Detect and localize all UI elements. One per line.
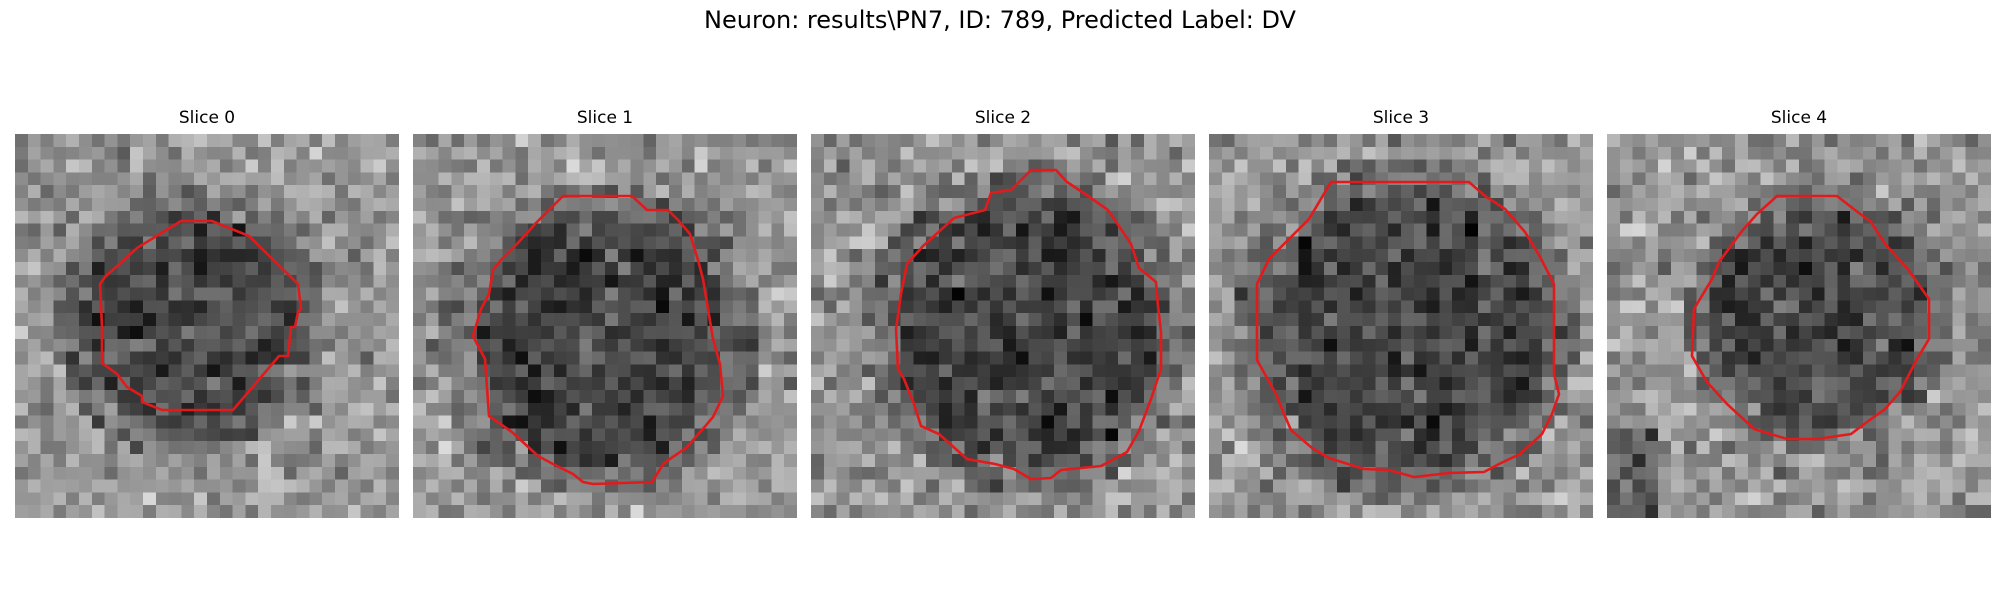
slice-panel-3: Slice 3 [1209,108,1593,518]
segmentation-contour [1255,180,1561,479]
slice-image [811,134,1195,518]
slice-title: Slice 4 [1770,108,1828,128]
figure-title: Neuron: results\PN7, ID: 789, Predicted … [704,6,1296,34]
slice-panel-1: Slice 1 [413,108,797,518]
segmentation-contour [894,168,1163,481]
slice-title: Slice 2 [974,108,1032,128]
slice-image [15,134,399,518]
segmentation-contour [1690,194,1931,441]
segmentation-contour [98,219,303,412]
slice-panel-4: Slice 4 [1607,108,1991,518]
slice-image [1607,134,1991,518]
slice-image [1209,134,1593,518]
slice-panel-2: Slice 2 [811,108,1195,518]
segmentation-contour [471,194,725,486]
slice-title: Slice 1 [576,108,634,128]
slice-title: Slice 0 [178,108,236,128]
slice-panel-0: Slice 0 [15,108,399,518]
slice-title: Slice 3 [1372,108,1430,128]
